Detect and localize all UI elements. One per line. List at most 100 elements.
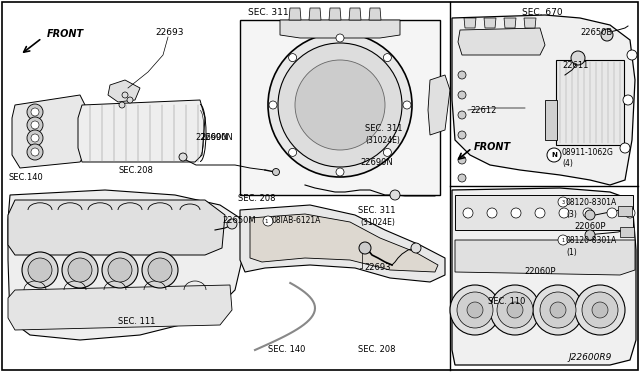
Text: FRONT: FRONT (474, 142, 511, 152)
Text: 22650M: 22650M (222, 215, 255, 224)
Circle shape (336, 168, 344, 176)
Circle shape (22, 252, 58, 288)
Circle shape (458, 131, 466, 139)
Text: 3: 3 (561, 199, 564, 205)
Text: SEC.140: SEC.140 (8, 173, 43, 182)
Circle shape (227, 219, 237, 229)
Circle shape (487, 208, 497, 218)
Circle shape (625, 208, 635, 218)
Text: SEC. 311: SEC. 311 (248, 7, 289, 16)
Circle shape (179, 153, 187, 161)
Polygon shape (428, 75, 450, 135)
Circle shape (511, 208, 521, 218)
Bar (545, 100, 557, 140)
Text: 22650B: 22650B (580, 28, 612, 36)
Circle shape (458, 111, 466, 119)
Circle shape (31, 148, 39, 156)
Circle shape (28, 258, 52, 282)
Circle shape (458, 91, 466, 99)
Text: 22060P: 22060P (574, 221, 605, 231)
Circle shape (627, 50, 637, 60)
Text: N: N (551, 152, 557, 158)
Circle shape (27, 144, 43, 160)
Circle shape (336, 34, 344, 42)
Text: 22612: 22612 (470, 106, 497, 115)
Circle shape (31, 108, 39, 116)
Circle shape (383, 148, 392, 156)
Text: 22060P: 22060P (524, 267, 556, 276)
Text: SEC. 110: SEC. 110 (488, 298, 525, 307)
Text: SEC. 111: SEC. 111 (118, 317, 156, 327)
Bar (556, 60, 624, 145)
Text: SEC. 311: SEC. 311 (358, 205, 396, 215)
Circle shape (102, 252, 138, 288)
Circle shape (31, 121, 39, 129)
Text: (3): (3) (566, 209, 577, 218)
Text: SEC. 208: SEC. 208 (358, 346, 396, 355)
Polygon shape (8, 285, 232, 330)
Circle shape (620, 143, 630, 153)
Circle shape (27, 117, 43, 133)
Circle shape (268, 33, 412, 177)
Polygon shape (12, 95, 90, 168)
Text: 22693: 22693 (155, 28, 184, 36)
Text: 1: 1 (264, 218, 268, 224)
Polygon shape (349, 8, 361, 20)
Circle shape (289, 148, 296, 156)
Text: 08120-8301A: 08120-8301A (566, 198, 617, 206)
Text: (31024E): (31024E) (365, 135, 400, 144)
Circle shape (383, 54, 392, 62)
Text: (31024E): (31024E) (360, 218, 395, 227)
Text: 22611: 22611 (562, 61, 588, 70)
Circle shape (122, 92, 128, 98)
Polygon shape (452, 188, 636, 365)
Text: 22690N: 22690N (200, 132, 233, 141)
Bar (455, 195, 633, 230)
Polygon shape (484, 18, 496, 28)
Bar (618, 206, 632, 216)
Circle shape (458, 174, 466, 182)
Circle shape (278, 43, 402, 167)
Circle shape (540, 292, 576, 328)
Circle shape (592, 302, 608, 318)
Circle shape (463, 208, 473, 218)
Text: 08IAB-6121A: 08IAB-6121A (272, 215, 321, 224)
Text: 1: 1 (561, 237, 564, 243)
Bar (240, 20, 440, 195)
Circle shape (607, 208, 617, 218)
Circle shape (601, 29, 613, 41)
Circle shape (62, 252, 98, 288)
Circle shape (263, 216, 273, 226)
Circle shape (27, 104, 43, 120)
Circle shape (571, 51, 585, 65)
Polygon shape (8, 190, 242, 340)
Circle shape (27, 130, 43, 146)
Circle shape (148, 258, 172, 282)
Circle shape (108, 258, 132, 282)
Polygon shape (464, 18, 476, 28)
Circle shape (119, 102, 125, 108)
Polygon shape (504, 18, 516, 28)
Bar (620, 227, 634, 237)
Text: SEC. 208: SEC. 208 (238, 193, 275, 202)
Circle shape (585, 230, 595, 240)
Text: SEC. 311: SEC. 311 (365, 124, 403, 132)
Text: 08911-1062G: 08911-1062G (562, 148, 614, 157)
Circle shape (458, 71, 466, 79)
Polygon shape (458, 28, 545, 55)
Polygon shape (250, 214, 438, 272)
Circle shape (289, 54, 296, 62)
Circle shape (583, 208, 593, 218)
Text: SEC. 670: SEC. 670 (522, 7, 563, 16)
Polygon shape (329, 8, 341, 20)
Circle shape (359, 242, 371, 254)
Circle shape (585, 210, 595, 220)
Circle shape (582, 292, 618, 328)
Circle shape (450, 285, 500, 335)
Polygon shape (455, 240, 635, 275)
Polygon shape (240, 205, 445, 282)
Polygon shape (108, 80, 140, 102)
Circle shape (559, 208, 569, 218)
Text: FRONT: FRONT (47, 29, 84, 39)
Circle shape (533, 285, 583, 335)
